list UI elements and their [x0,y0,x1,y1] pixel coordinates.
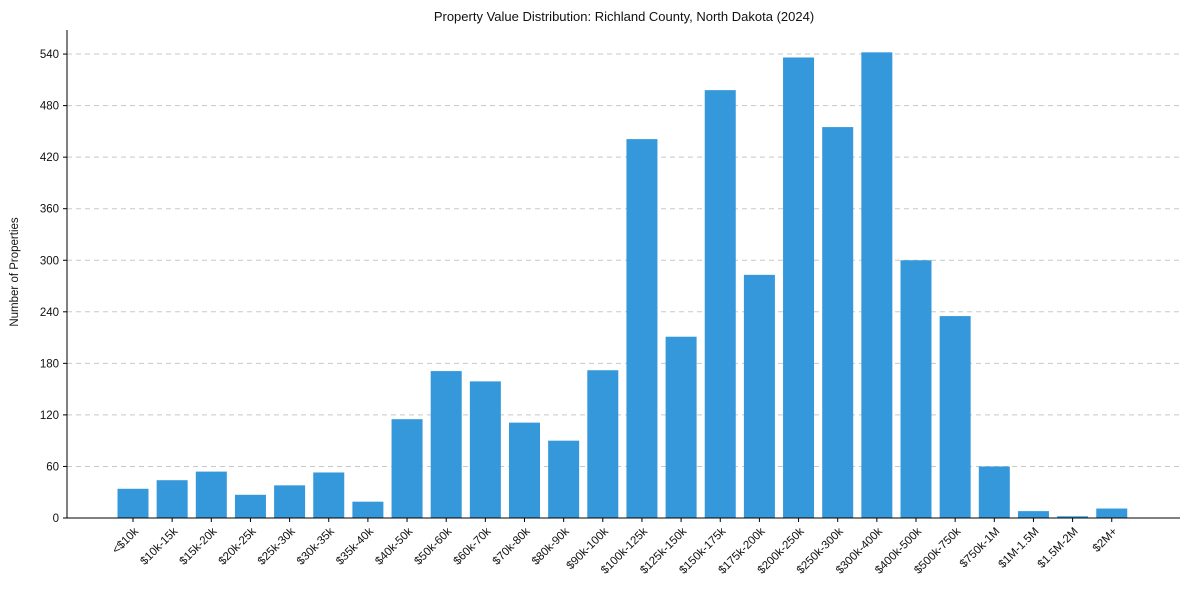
y-tick-label: 180 [40,358,59,370]
x-tick-label: <$10k [110,525,141,556]
x-tick-label: $50k-60k [412,525,454,567]
bar [743,274,775,518]
bar [313,472,345,518]
y-tick-label: 360 [40,204,59,216]
y-ticks: 0 60 120 180 240 300 360 420 480 540 [40,49,67,525]
y-tick-label: 540 [40,49,59,61]
y-tick-label: 420 [40,152,59,164]
x-ticks: <$10k$10k-15k$15k-20k$20k-25k$25k-30k$30… [110,518,1120,577]
y-tick-label: 60 [46,461,59,473]
bar [704,90,736,519]
y-tick-label: 480 [40,101,59,113]
x-tick-label: $70k-80k [491,525,533,567]
bar [587,370,619,518]
bar [1096,508,1128,518]
bar [509,422,540,518]
x-tick-label: $25k-30k [256,525,298,567]
axes [66,30,1180,519]
y-tick-label: 0 [53,513,59,525]
bar [548,440,580,518]
x-tick-label: $2M+ [1091,525,1120,554]
x-tick-label: $20k-25k [217,525,259,567]
bar [156,480,188,518]
x-tick-label: $10k-15k [138,525,180,567]
x-tick-label: $30k-35k [295,525,337,567]
bar [195,471,227,518]
bar [822,127,854,519]
bar [900,260,932,518]
y-tick-label: 120 [40,410,59,422]
bar [117,488,149,518]
x-tick-label: $1.5M-2M [1036,526,1081,571]
bar [274,485,306,518]
bar [1057,516,1089,518]
bar [352,501,384,518]
y-tick-label: 300 [40,255,59,267]
gridlines [67,53,1180,467]
x-tick-label: $750k-1M [958,526,1003,571]
y-axis-label: Number of Properties [9,217,21,327]
bar [978,466,1010,518]
x-tick-label: $40k-50k [373,525,415,567]
bar [469,381,501,518]
bars [117,52,1128,519]
chart-title: Property Value Distribution: Richland Co… [434,9,814,24]
x-tick-label: $1M-1.5M [996,526,1041,571]
x-tick-label: $15k-20k [177,525,219,567]
x-tick-label: $60k-70k [452,525,494,567]
bar [783,57,815,519]
bar [939,316,971,518]
bar [234,494,266,518]
x-tick-label: $35k-40k [334,525,376,567]
bar [626,139,658,518]
bar [1017,511,1049,518]
bar [665,336,697,518]
bar [430,371,462,518]
bar [861,52,893,519]
y-tick-label: 240 [40,307,59,319]
bar [391,419,423,518]
